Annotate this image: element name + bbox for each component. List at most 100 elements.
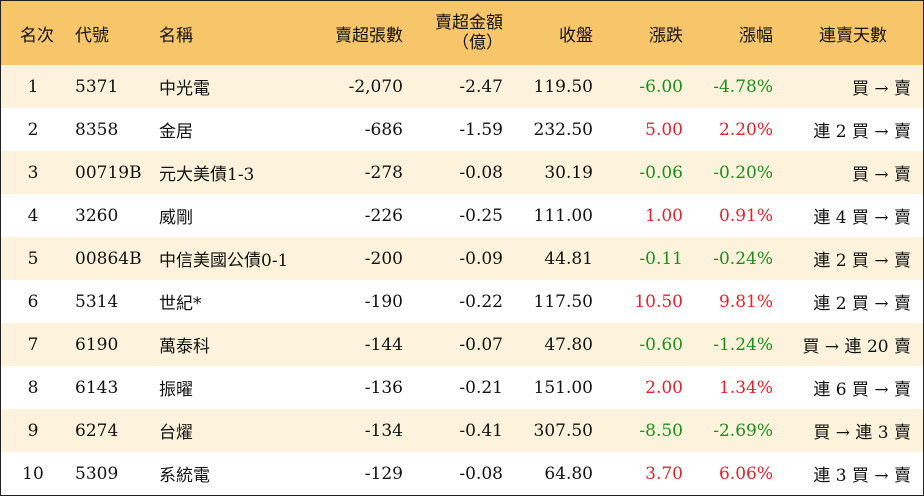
- cell-close: 44.81: [544, 248, 593, 269]
- cell-net-sell-volume: -136: [364, 377, 403, 398]
- cell-close: 151.00: [533, 377, 593, 398]
- header-name: 名稱: [159, 25, 193, 46]
- cell-change: 1.00: [645, 205, 683, 226]
- cell-code: 5309: [75, 463, 119, 484]
- cell-code: 8358: [75, 119, 119, 140]
- cell-streak: 連 2 買 → 賣: [813, 122, 911, 142]
- table-row: 9 6274 台燿 -134 -0.41 307.50 -8.50 -2.69% 買 → 連 3…: [1, 409, 923, 452]
- cell-streak: 買 → 連 20 賣: [802, 337, 912, 357]
- cell-change: -8.50: [639, 420, 683, 441]
- header-change: 漲跌: [649, 25, 683, 46]
- cell-rank: 6: [27, 291, 39, 312]
- table-row: 6 5314 世紀* -190 -0.22 117.50 10.50 9.81% 連 2 買 →…: [1, 280, 923, 323]
- cell-change-pct: -0.20%: [713, 162, 773, 183]
- cell-net-sell-volume: -134: [364, 420, 403, 441]
- cell-net-sell-volume: -226: [364, 205, 403, 226]
- cell-net-sell-amount: -1.59: [459, 119, 503, 140]
- cell-net-sell-volume: -278: [364, 162, 403, 183]
- cell-rank: 4: [27, 205, 39, 226]
- cell-change-pct: 9.81%: [718, 291, 773, 312]
- header-close: 收盤: [559, 25, 593, 46]
- header-code: 代號: [75, 25, 109, 46]
- cell-change: 2.00: [645, 377, 683, 398]
- table-row: 2 8358 金居 -686 -1.59 232.50 5.00 2.20% 連 2 買 → 賣: [1, 108, 923, 151]
- cell-streak: 連 3 買 → 賣: [813, 466, 911, 486]
- cell-streak: 連 4 買 → 賣: [813, 208, 911, 228]
- cell-rank: 5: [27, 248, 39, 269]
- cell-net-sell-amount: -0.41: [459, 420, 503, 441]
- cell-change-pct: 2.20%: [718, 119, 773, 140]
- table-row: 4 3260 威剛 -226 -0.25 111.00 1.00 0.91% 連 4 買 → 賣: [1, 194, 923, 237]
- cell-change: 5.00: [645, 119, 683, 140]
- cell-rank: 8: [27, 377, 39, 398]
- cell-rank: 3: [27, 162, 39, 183]
- cell-close: 111.00: [533, 205, 593, 226]
- cell-name: 系統電: [159, 466, 210, 486]
- cell-close: 47.80: [544, 334, 593, 355]
- cell-code: 5314: [75, 291, 119, 312]
- cell-name: 振曜: [159, 380, 193, 400]
- cell-close: 30.19: [544, 162, 593, 183]
- cell-net-sell-volume: -200: [364, 248, 403, 269]
- cell-code: 6190: [75, 334, 119, 355]
- table-row: 1 5371 中光電 -2,070 -2.47 119.50 -6.00 -4.78% 買 → …: [1, 65, 923, 108]
- cell-net-sell-volume: -2,070: [348, 76, 403, 97]
- cell-net-sell-amount: -0.25: [459, 205, 503, 226]
- cell-change: -0.06: [639, 162, 683, 183]
- cell-code: 5371: [75, 76, 119, 97]
- cell-rank: 9: [27, 420, 39, 441]
- header-net-sell-amount: 賣超金額 （億）: [413, 1, 503, 65]
- cell-code: 3260: [75, 205, 119, 226]
- cell-name: 中光電: [159, 79, 210, 99]
- cell-name: 台燿: [159, 423, 193, 443]
- cell-rank: 10: [22, 463, 44, 484]
- cell-name: 元大美債1-3: [159, 165, 255, 185]
- cell-change-pct: 0.91%: [718, 205, 773, 226]
- cell-streak: 買 → 賣: [851, 79, 911, 99]
- cell-code: 00719B: [75, 162, 142, 183]
- cell-change-pct: -1.24%: [713, 334, 773, 355]
- cell-code: 6274: [75, 420, 119, 441]
- cell-net-sell-amount: -0.08: [459, 463, 503, 484]
- cell-close: 117.50: [533, 291, 593, 312]
- header-net-sell-amount-line2: （億）: [452, 33, 503, 53]
- cell-name: 世紀*: [159, 294, 202, 314]
- cell-streak: 連 2 買 → 賣: [813, 251, 911, 271]
- table-row: 3 00719B 元大美債1-3 -278 -0.08 30.19 -0.06 -0.20% 買…: [1, 151, 923, 194]
- cell-rank: 1: [27, 76, 39, 97]
- cell-code: 6143: [75, 377, 119, 398]
- cell-streak: 連 2 買 → 賣: [813, 294, 911, 314]
- cell-change-pct: 1.34%: [718, 377, 773, 398]
- cell-net-sell-amount: -0.07: [459, 334, 503, 355]
- header-net-sell-amount-line1: 賣超金額: [435, 13, 503, 33]
- cell-streak: 買 → 賣: [851, 165, 911, 185]
- cell-name: 萬泰科: [159, 337, 210, 357]
- cell-change: 10.50: [634, 291, 683, 312]
- header-rank: 名次: [20, 25, 54, 46]
- cell-name: 中信美國公債0-1: [159, 251, 289, 271]
- table-header: 名次 代號 名稱 賣超張數 賣超金額 （億） 收盤 漲跌 漲幅 連賣天數: [1, 1, 923, 66]
- cell-close: 307.50: [533, 420, 593, 441]
- header-net-sell-volume: 賣超張數: [335, 25, 403, 46]
- cell-net-sell-amount: -0.21: [459, 377, 503, 398]
- cell-net-sell-volume: -190: [364, 291, 403, 312]
- cell-change-pct: -0.24%: [713, 248, 773, 269]
- cell-change: -0.60: [639, 334, 683, 355]
- cell-net-sell-volume: -144: [364, 334, 403, 355]
- header-streak: 連賣天數: [819, 25, 887, 46]
- cell-change-pct: 6.06%: [718, 463, 773, 484]
- cell-net-sell-volume: -129: [364, 463, 403, 484]
- cell-rank: 7: [27, 334, 39, 355]
- table-row: 7 6190 萬泰科 -144 -0.07 47.80 -0.60 -1.24% 買 → 連 2…: [1, 323, 923, 366]
- cell-net-sell-volume: -686: [364, 119, 403, 140]
- cell-name: 金居: [159, 122, 193, 142]
- cell-net-sell-amount: -0.08: [459, 162, 503, 183]
- cell-change: -0.11: [639, 248, 683, 269]
- cell-change: 3.70: [645, 463, 683, 484]
- cell-name: 威剛: [159, 208, 193, 228]
- cell-streak: 買 → 連 3 賣: [813, 423, 911, 443]
- cell-close: 64.80: [544, 463, 593, 484]
- table-row: 5 00864B 中信美國公債0-1 -200 -0.09 44.81 -0.11 -0.24…: [1, 237, 923, 280]
- cell-change-pct: -2.69%: [713, 420, 773, 441]
- cell-change: -6.00: [639, 76, 683, 97]
